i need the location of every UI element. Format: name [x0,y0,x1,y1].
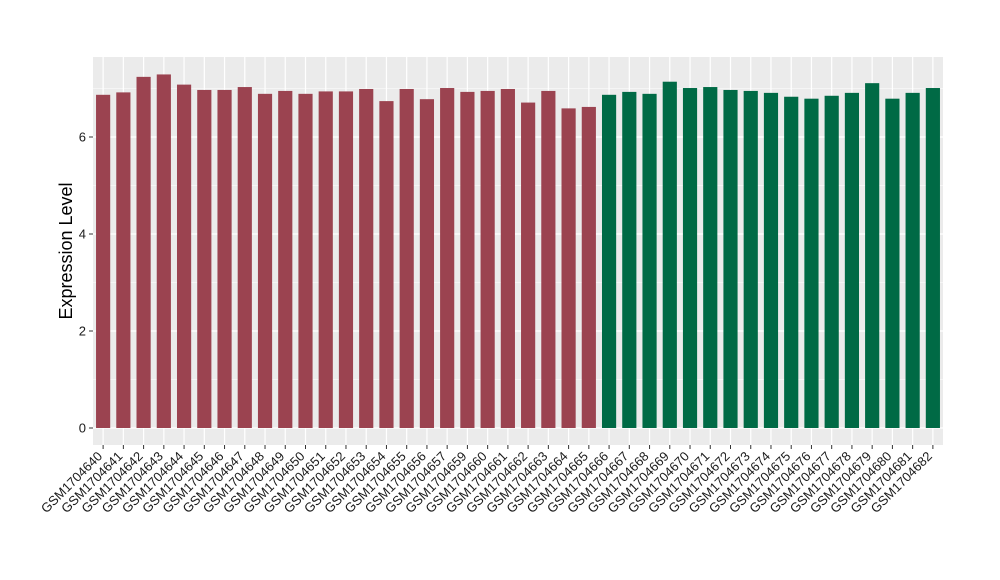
x-axis: GSM1704640GSM1704641GSM1704642GSM1704643… [38,445,935,516]
bar-GSM1704671 [703,87,718,429]
bar-GSM1704647 [237,87,252,429]
bar-GSM1704679 [865,83,880,428]
bar-GSM1704642 [136,76,151,429]
bar-GSM1704661 [500,88,515,429]
bar-GSM1704652 [338,91,354,428]
bar-GSM1704655 [399,88,414,429]
minor-gridlines [93,88,943,380]
bar-GSM1704670 [682,88,698,428]
bar-GSM1704681 [905,92,920,429]
bar-GSM1704675 [784,96,799,429]
bar-GSM1704641 [116,92,131,428]
bar-GSM1704654 [379,101,394,429]
bar-GSM1704648 [257,93,273,429]
y-tick-label: 6 [79,130,86,145]
y-tick-label: 4 [79,227,86,242]
bar-GSM1704646 [217,89,232,428]
y-tick-label: 2 [79,324,86,339]
bar-GSM1704659 [460,91,475,429]
bar-GSM1704674 [763,92,779,429]
bar-GSM1704650 [298,93,313,429]
bar-GSM1704649 [278,90,293,429]
bar-GSM1704673 [743,90,758,429]
bar-GSM1704667 [622,91,637,429]
bar-GSM1704665 [581,106,596,429]
bar-GSM1704662 [521,102,536,428]
y-tick-label: 0 [79,421,86,436]
bar-GSM1704660 [480,90,495,429]
bar-GSM1704657 [440,88,455,428]
bar-GSM1704682 [925,88,940,428]
bar-GSM1704663 [541,90,556,429]
bar-GSM1704666 [601,94,617,429]
bar-GSM1704656 [419,99,435,429]
bar-GSM1704672 [723,89,738,428]
plot-panel [93,57,943,445]
bar-GSM1704680 [885,98,900,428]
y-axis-title: Expression Level [56,182,76,319]
bar-GSM1704668 [642,93,657,429]
bar-GSM1704640 [96,94,111,429]
bars-group [96,74,940,429]
bar-GSM1704644 [176,84,192,429]
bar-GSM1704676 [804,98,819,428]
bar-GSM1704678 [844,92,860,429]
bar-GSM1704653 [359,88,374,429]
bar-GSM1704664 [561,108,576,428]
bar-GSM1704651 [318,91,333,428]
bar-GSM1704643 [156,74,171,428]
bar-GSM1704645 [197,89,212,428]
y-axis: 0 2 4 6 [79,130,93,436]
bar-GSM1704669 [662,81,677,429]
bar-GSM1704677 [824,95,839,429]
